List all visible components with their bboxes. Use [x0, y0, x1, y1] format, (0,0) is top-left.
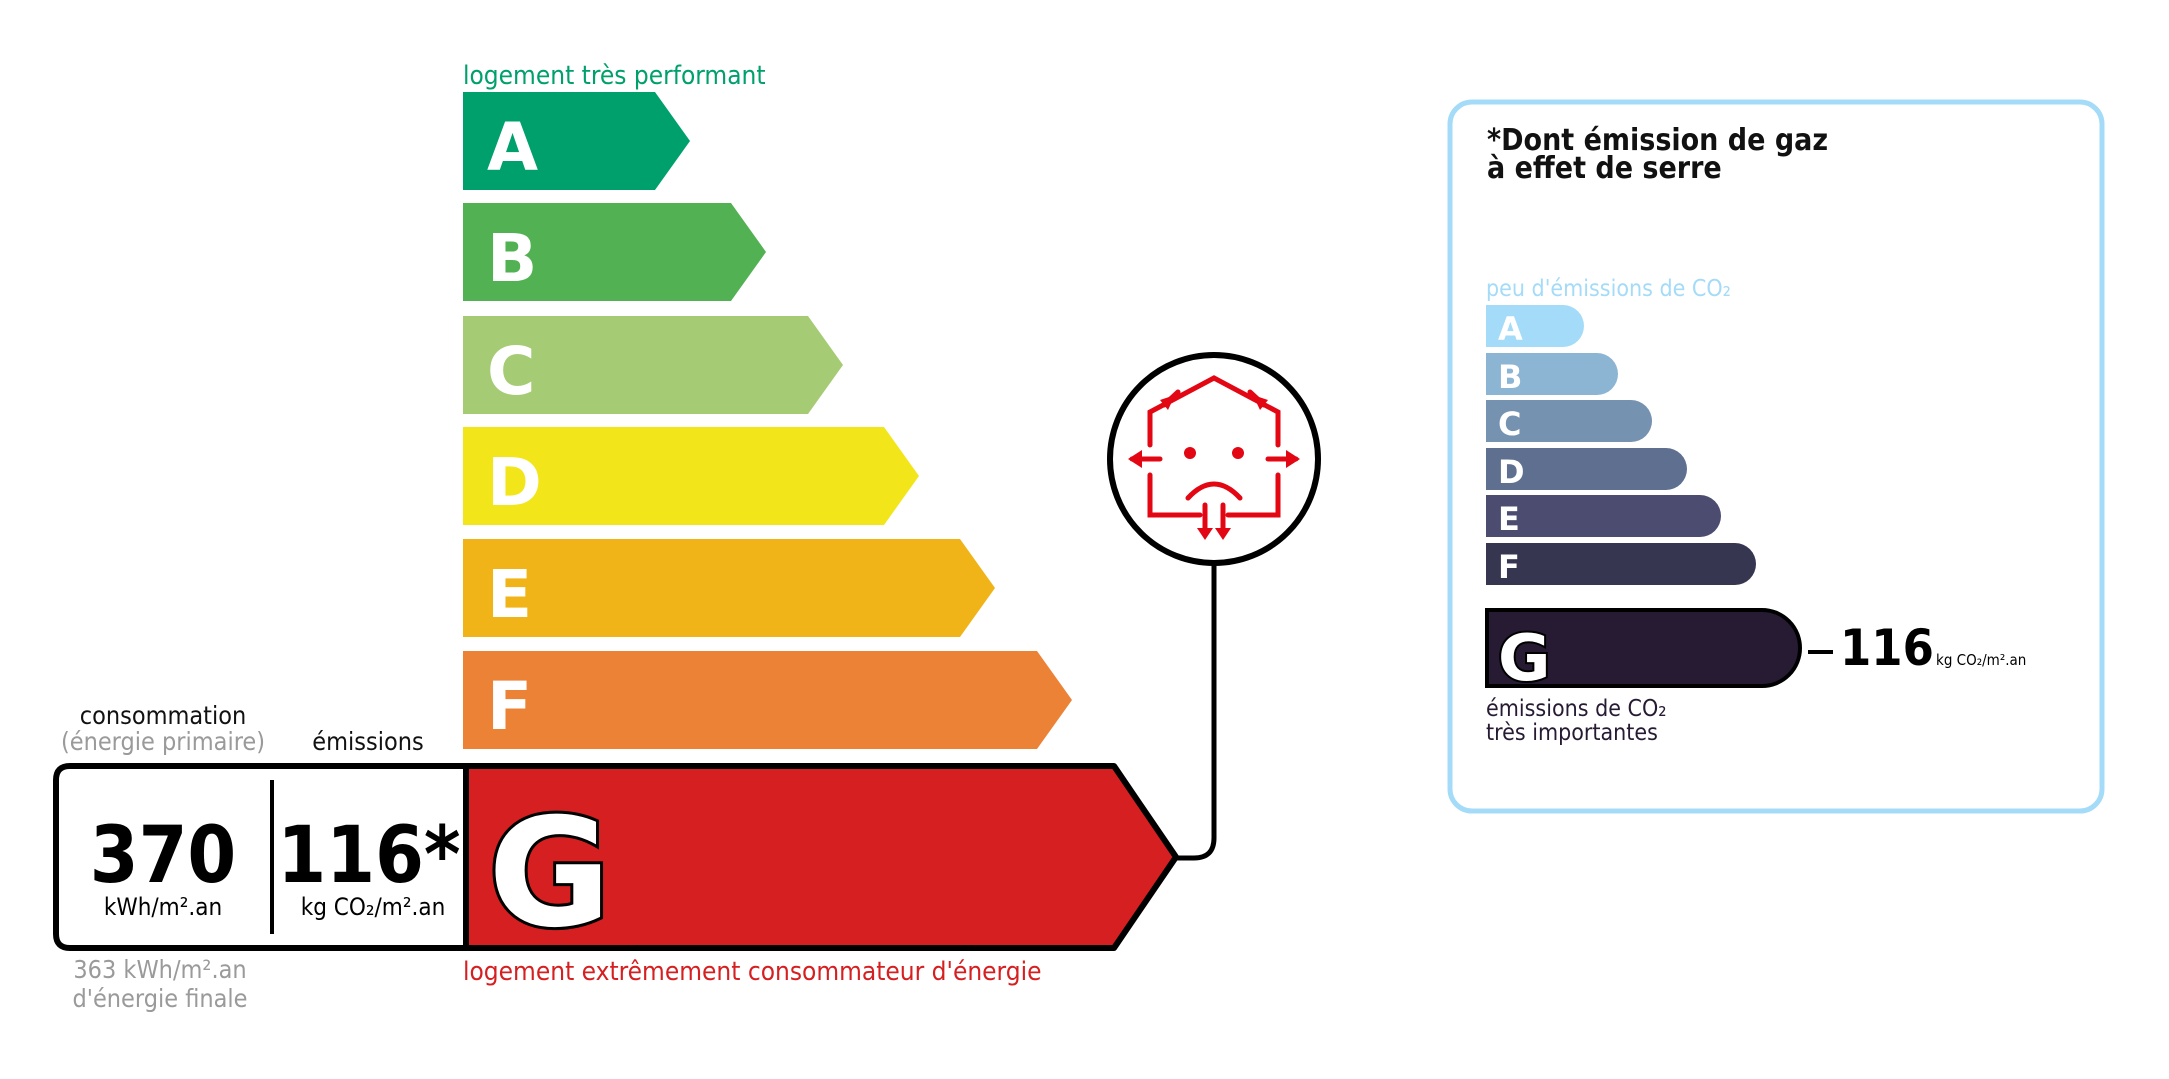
energy-top-label: logement très performant [463, 61, 766, 91]
energy-letter-e: E [487, 556, 532, 633]
energy-bar-a: A [463, 92, 690, 190]
emissions-header: émissions [312, 727, 423, 756]
final-energy-value: 363 kWh/m².an [73, 955, 246, 984]
ghg-letter-c: C [1498, 405, 1521, 443]
consumption-header: consommation [80, 701, 247, 730]
energy-letter-f: F [487, 668, 532, 745]
ghg-bar-d: D [1486, 448, 1687, 491]
energy-letter-c: C [487, 333, 535, 410]
energy-bar-d: D [463, 427, 919, 525]
ghg-bar-e: E [1486, 495, 1721, 538]
energy-letter-g: G [488, 787, 611, 961]
ghg-bottom-label-line1: émissions de CO₂ [1486, 696, 1667, 722]
emissions-value: 116* [277, 811, 460, 901]
ghg-bottom-label-line2: très importantes [1486, 720, 1658, 746]
ghg-value: 116 [1840, 619, 1934, 677]
emissions-unit: kg CO₂/m².an [301, 893, 446, 921]
ghg-top-label: peu d'émissions de CO₂ [1486, 276, 1731, 302]
consumption-value: 370 [90, 811, 236, 901]
ghg-bar-b: B [1486, 353, 1618, 396]
final-energy-label: d'énergie finale [72, 984, 247, 1013]
energy-bottom-label: logement extrêmement consommateur d'éner… [463, 957, 1041, 987]
ghg-letter-a: A [1498, 310, 1523, 348]
ghg-title-line1: *Dont émission de gaz [1487, 123, 1828, 158]
energy-letter-d: D [487, 444, 542, 521]
ghg-letter-f: F [1498, 548, 1520, 586]
ghg-letter-e: E [1498, 500, 1520, 538]
consumption-subheader: (énergie primaire) [61, 727, 265, 756]
ghg-letter-b: B [1498, 358, 1522, 396]
ghg-title-line2: à effet de serre [1487, 151, 1722, 186]
energy-bar-e: E [463, 539, 995, 637]
ghg-bar-g-current: G [1485, 608, 1802, 698]
energy-letter-b: B [487, 220, 537, 297]
ghg-bar-c: C [1486, 400, 1652, 443]
energy-bar-b: B [463, 203, 766, 301]
ghg-unit: kg CO₂/m².an [1936, 651, 2026, 669]
ghg-bar-a: A [1486, 305, 1584, 348]
energy-bar-g-current: G [53, 763, 1179, 964]
consumption-unit: kWh/m².an [104, 893, 222, 921]
ghg-letter-d: D [1498, 453, 1525, 491]
connector-line [1176, 563, 1217, 861]
energy-bar-c: C [463, 316, 843, 414]
energy-bar-f: F [463, 651, 1072, 749]
energy-letter-a: A [487, 109, 538, 186]
ghg-bar-f: F [1486, 543, 1756, 586]
ghg-letter-g: G [1498, 622, 1551, 696]
sad-house-heat-loss-icon [1107, 352, 1321, 566]
